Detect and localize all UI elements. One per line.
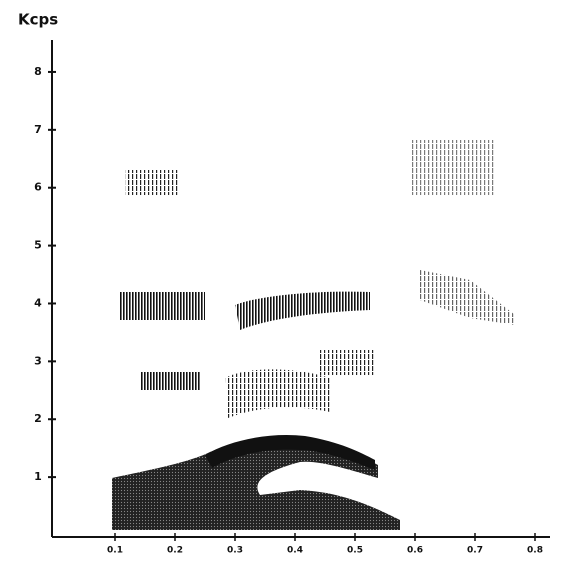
y-axis-label: Kcps [18,11,58,29]
spectrogram-region [410,140,495,195]
x-tick-label: 0.6 [407,546,423,556]
y-tick-label: 5 [34,239,42,252]
x-tick-label: 0.4 [287,546,303,556]
x-tick-label: 0.7 [467,546,483,556]
spectrogram-region [120,292,205,320]
x-tick-label: 0.2 [167,546,183,556]
x-tick-label: 0.5 [347,546,363,556]
spectrogram-region [420,270,515,325]
y-tick-label: 6 [34,181,42,194]
spectrogram-region [125,170,180,195]
spectrogram-region [320,350,375,375]
spectrogram-region [225,369,330,418]
spectrogram-region [140,372,200,390]
spectrogram-region [205,434,375,470]
spectrogram-region [235,291,370,330]
y-tick-label: 3 [34,354,42,367]
y-tick-label: 8 [34,65,42,78]
spectrogram-region [112,438,400,530]
y-tick-label: 7 [34,123,42,136]
y-tick-label: 4 [34,296,42,309]
y-tick-label: 2 [34,412,42,425]
x-tick-label: 0.8 [527,546,543,556]
spectrogram [112,140,515,530]
x-tick-label: 0.1 [107,546,123,556]
y-tick-label: 1 [34,470,42,483]
x-tick-label: 0.3 [227,546,243,556]
